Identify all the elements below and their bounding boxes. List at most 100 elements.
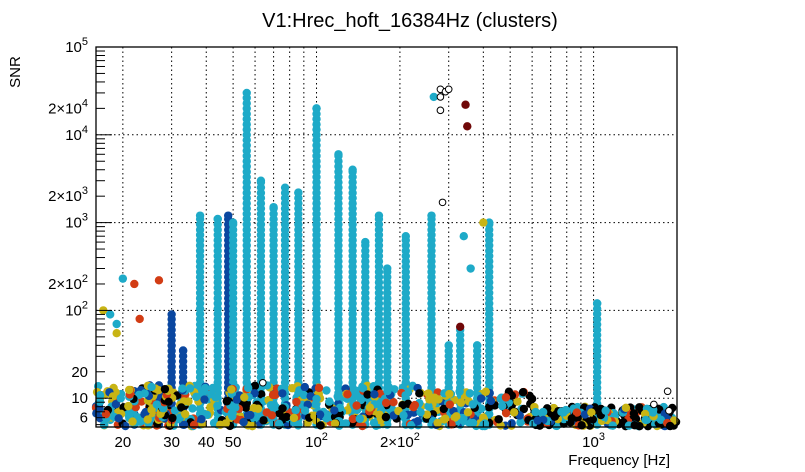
data-point-open [665, 406, 673, 415]
data-point [168, 413, 177, 423]
data-point [177, 403, 186, 412]
data-point [401, 232, 410, 241]
data-point [498, 401, 507, 411]
data-point [621, 403, 631, 412]
data-point [445, 400, 455, 409]
data-point [656, 415, 666, 424]
data-point [228, 218, 238, 227]
data-point-open [259, 378, 267, 387]
data-point [259, 416, 268, 425]
data-point [422, 410, 432, 419]
data-point [315, 410, 325, 419]
y-tick-label: 20 [71, 364, 88, 381]
data-point [208, 383, 218, 393]
data-point [231, 403, 240, 412]
data-point [361, 237, 370, 247]
data-point [184, 397, 193, 406]
data-point [531, 407, 540, 417]
data-point [501, 393, 511, 402]
data-point [280, 183, 290, 192]
data-point [278, 404, 287, 413]
data-point [227, 385, 236, 394]
data-point [325, 397, 334, 406]
x-tick-label: 103 [582, 431, 605, 451]
data-point [641, 415, 650, 425]
data-point [192, 392, 201, 402]
data-point [459, 232, 468, 241]
data-point [278, 389, 287, 398]
data-point [348, 414, 358, 424]
x-tick-label: 40 [198, 434, 215, 451]
data-point [289, 413, 299, 423]
data-point [246, 410, 255, 420]
data-point [244, 383, 253, 393]
data-point [300, 406, 310, 415]
data-point [466, 264, 475, 273]
data-point [557, 407, 566, 416]
x-tick-label: 102 [305, 431, 328, 451]
data-point [358, 421, 367, 431]
data-point-open [436, 93, 445, 101]
data-point [95, 391, 105, 400]
axis-ticks: 20 30 40 50 102 2×102 103 6 10 20 102 2×102 103 2×103… [48, 36, 678, 451]
data-point [135, 314, 144, 324]
data-point [630, 421, 639, 430]
data-point [352, 401, 361, 410]
data-point [577, 421, 586, 430]
data-point [124, 401, 133, 411]
data-point [167, 310, 176, 319]
data-point [485, 218, 494, 227]
data-point [112, 319, 121, 329]
data-point [314, 383, 324, 393]
data-point [381, 412, 391, 422]
data-point [160, 384, 170, 394]
data-point [206, 403, 215, 412]
data-point [312, 104, 321, 113]
data-point [118, 274, 128, 283]
y-axis-label: SNR [7, 56, 24, 88]
y-tick-label: 2×104 [48, 97, 88, 117]
data-point [572, 408, 582, 417]
data-point [399, 411, 408, 420]
data-point [348, 165, 357, 174]
data-point [580, 410, 590, 419]
data-point [501, 408, 511, 418]
data-point [459, 413, 468, 423]
data-point [409, 402, 418, 412]
data-point [383, 264, 392, 273]
data-point [463, 408, 473, 417]
data-point [130, 279, 139, 289]
data-point [333, 392, 342, 401]
data-point [592, 299, 602, 308]
data-point [608, 421, 617, 430]
data-point [567, 414, 577, 423]
data-point [330, 406, 339, 415]
data-point [486, 396, 496, 406]
data-point [114, 414, 123, 423]
data-point [444, 341, 453, 350]
data-point [429, 92, 438, 102]
data-point [455, 322, 465, 332]
data-point [248, 421, 257, 431]
data-point [433, 418, 442, 428]
data-point [316, 421, 325, 430]
data-point [112, 329, 121, 338]
data-point [195, 211, 205, 220]
data-point [330, 419, 340, 428]
data-point [178, 384, 187, 393]
data-point [463, 122, 472, 131]
y-tick-label: 105 [65, 36, 88, 56]
data-point [665, 421, 675, 431]
plot-frame [95, 46, 678, 428]
data-point-open [438, 198, 447, 207]
data-point [341, 419, 350, 428]
data-point [164, 397, 173, 407]
data-point [494, 415, 503, 424]
data-point [111, 400, 121, 409]
data-point [170, 406, 180, 415]
data-point [222, 397, 232, 406]
data-point [257, 390, 266, 399]
x-tick-label: 50 [225, 434, 242, 451]
data-point [481, 387, 491, 396]
y-tick-label: 2×103 [48, 185, 88, 205]
